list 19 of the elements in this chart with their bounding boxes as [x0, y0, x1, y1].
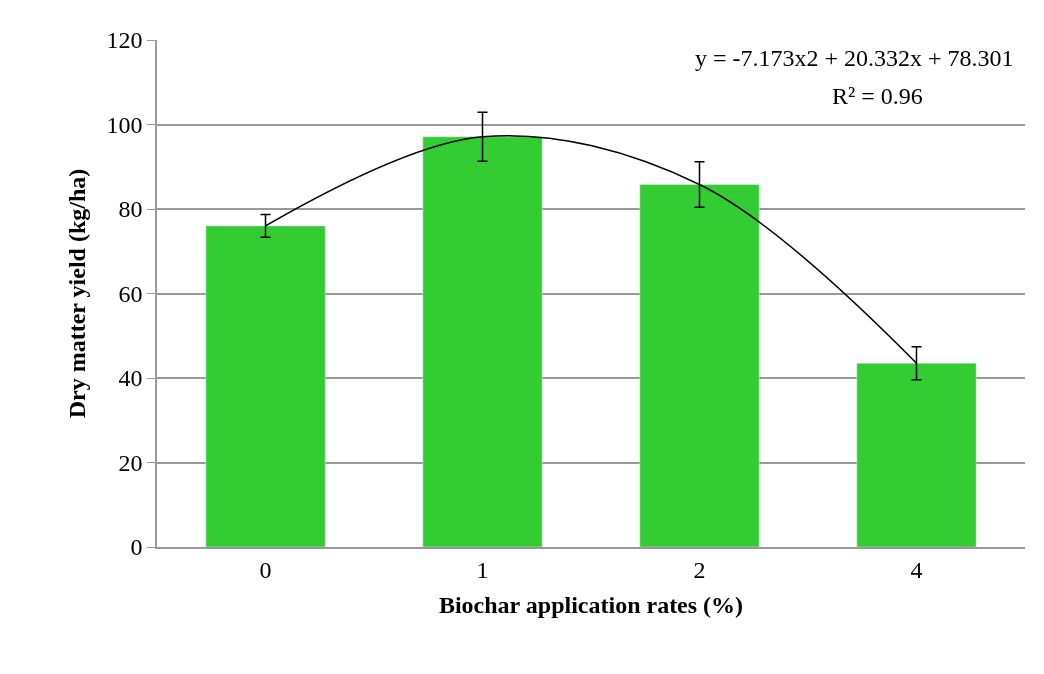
y-tick-label: 40	[118, 365, 143, 392]
bar	[422, 136, 543, 547]
y-tick-label: 80	[118, 196, 143, 223]
annotation: y = -7.173x2 + 20.332x + 78.301	[695, 45, 1014, 71]
y-tick-label: 120	[106, 27, 143, 54]
bar	[639, 184, 760, 547]
y-axis-title: Dry matter yield (kg/ha)	[64, 168, 91, 419]
x-tick-label: 4	[910, 556, 923, 583]
x-tick-label: 2	[693, 556, 706, 583]
x-tick-label: 0	[259, 556, 272, 583]
x-tick-label: 1	[476, 556, 489, 583]
y-tick-label: 0	[130, 534, 143, 561]
annotation: R² = 0.96	[832, 83, 923, 109]
y-tick-label: 100	[106, 111, 143, 138]
x-axis-title: Biochar application rates (%)	[438, 592, 744, 619]
y-tick-label: 20	[118, 449, 143, 476]
y-tick-label: 60	[118, 280, 143, 307]
bar	[856, 362, 977, 547]
bar	[205, 225, 326, 547]
